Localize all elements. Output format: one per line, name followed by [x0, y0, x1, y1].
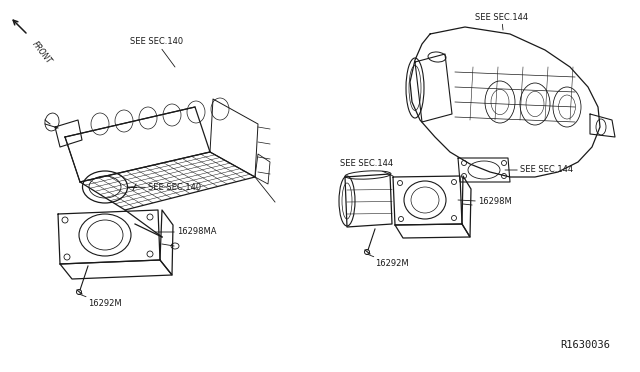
Text: SEE SEC.140: SEE SEC.140	[128, 183, 201, 192]
Text: SEE SEC.144: SEE SEC.144	[505, 166, 573, 174]
Text: FRONT: FRONT	[30, 40, 53, 66]
Text: 16298M: 16298M	[458, 198, 512, 206]
Text: 16292M: 16292M	[367, 254, 408, 269]
Text: 16292M: 16292M	[79, 294, 122, 308]
Text: SEE SEC.144: SEE SEC.144	[475, 13, 528, 30]
Text: SEE SEC.140: SEE SEC.140	[130, 38, 183, 67]
Text: R1630036: R1630036	[560, 340, 610, 350]
Text: SEE SEC.144: SEE SEC.144	[340, 160, 393, 176]
Text: 16298MA: 16298MA	[155, 228, 216, 237]
